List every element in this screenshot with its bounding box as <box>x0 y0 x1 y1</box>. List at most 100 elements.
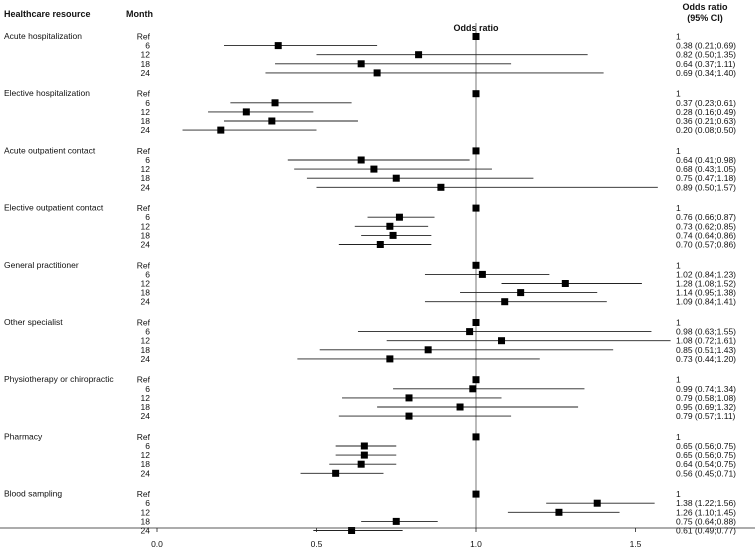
x-tick-label: 1.5 <box>630 539 642 549</box>
estimate-marker <box>392 174 400 182</box>
header-ci-line2: (95% CI) <box>687 13 723 23</box>
x-axis: 0.0 0.5 1.0 1.5 <box>0 527 755 549</box>
ci-label: 0.95 (0.69;1.32) <box>676 402 736 412</box>
ci-label: 0.75 (0.47;1.18) <box>676 173 736 183</box>
ci-label: 0.64 (0.54;0.75) <box>676 459 736 469</box>
x-tick-label: 0.0 <box>151 539 163 549</box>
estimate-marker <box>376 241 384 248</box>
month-label: Ref <box>137 203 151 213</box>
month-label: 18 <box>141 116 151 126</box>
estimate-marker <box>360 442 368 450</box>
ci-label: 0.36 (0.21;0.63) <box>676 116 736 126</box>
estimate-marker <box>373 69 381 77</box>
estimate-marker <box>472 433 480 441</box>
ci-label: 1 <box>676 260 681 270</box>
estimate-marker <box>389 231 397 239</box>
estimate-marker <box>274 42 282 50</box>
ci-label: 0.99 (0.74;1.34) <box>676 384 736 394</box>
month-label: 12 <box>141 221 151 231</box>
estimate-marker <box>478 270 486 278</box>
estimate-marker <box>392 517 400 525</box>
month-label: 6 <box>145 384 150 394</box>
estimate-marker <box>386 222 394 230</box>
estimate-marker <box>395 213 403 221</box>
estimate-marker <box>357 156 365 164</box>
estimate-marker <box>498 337 506 345</box>
month-label: 6 <box>145 41 150 51</box>
header-month: Month <box>126 9 153 19</box>
ci-label: 0.56 (0.45;0.71) <box>676 468 736 478</box>
ci-label: 0.75 (0.64;0.88) <box>676 516 736 526</box>
group-label: Pharmacy <box>4 431 43 441</box>
ci-label: 0.74 (0.64;0.86) <box>676 230 736 240</box>
ci-label: 0.37 (0.23;0.61) <box>676 98 736 108</box>
header-resource: Healthcare resource <box>4 9 91 19</box>
month-label: Ref <box>137 489 151 499</box>
ci-label: 1.14 (0.95;1.38) <box>676 288 736 298</box>
ci-label: 0.28 (0.16;0.49) <box>676 107 736 117</box>
group-label: General practitioner <box>4 260 79 270</box>
estimate-marker <box>370 165 378 173</box>
month-label: 24 <box>141 526 151 536</box>
ci-label: 0.73 (0.44;1.20) <box>676 354 736 364</box>
month-label: 12 <box>141 336 151 346</box>
month-label: 6 <box>145 212 150 222</box>
estimate-marker <box>268 117 276 125</box>
group-label: Other specialist <box>4 317 63 327</box>
ci-label: 1 <box>676 146 681 156</box>
ci-label: 1.02 (0.84;1.23) <box>676 269 736 279</box>
estimate-marker <box>466 328 474 336</box>
month-label: 18 <box>141 59 151 69</box>
group-label: Elective outpatient contact <box>4 203 104 213</box>
month-label: 12 <box>141 450 151 460</box>
month-label: 24 <box>141 125 151 135</box>
month-label: Ref <box>137 375 151 385</box>
month-label: 18 <box>141 516 151 526</box>
month-label: 12 <box>141 279 151 289</box>
month-label: Ref <box>137 32 151 42</box>
estimate-marker <box>332 469 340 477</box>
month-label: Ref <box>137 146 151 156</box>
estimate-marker <box>405 412 413 420</box>
estimate-marker <box>456 403 464 411</box>
ci-label: 1 <box>676 489 681 499</box>
month-label: Ref <box>137 89 151 99</box>
ci-label: 1 <box>676 203 681 213</box>
rows-layer: Acute hospitalization Ref 1 6 0.38 (0.21;0.6… <box>4 31 736 536</box>
ci-label: 0.64 (0.41;0.98) <box>676 155 736 165</box>
month-label: Ref <box>137 318 151 328</box>
month-label: 24 <box>141 468 151 478</box>
month-label: 12 <box>141 164 151 174</box>
estimate-marker <box>271 99 279 107</box>
ci-label: 1 <box>676 318 681 328</box>
estimate-marker <box>348 527 356 534</box>
ci-label: 1 <box>676 375 681 385</box>
month-label: 12 <box>141 107 151 117</box>
x-tick-label: 1.0 <box>470 539 482 549</box>
x-tick-label: 0.5 <box>311 539 323 549</box>
estimate-marker <box>501 298 509 306</box>
ci-label: 1.09 (0.84;1.41) <box>676 297 736 307</box>
estimate-marker <box>357 60 365 68</box>
month-label: 6 <box>145 269 150 279</box>
month-label: 24 <box>141 240 151 250</box>
ci-label: 0.69 (0.34;1.40) <box>676 68 736 78</box>
ci-label: 0.20 (0.08;0.50) <box>676 125 736 135</box>
group-label: Blood sampling <box>4 489 62 499</box>
estimate-marker <box>472 90 480 98</box>
ci-label: 0.82 (0.50;1.35) <box>676 50 736 60</box>
ci-label: 0.70 (0.57;0.86) <box>676 240 736 250</box>
month-label: 6 <box>145 327 150 337</box>
ci-label: 0.73 (0.62;0.85) <box>676 221 736 231</box>
estimate-marker <box>517 289 525 297</box>
month-label: 24 <box>141 411 151 421</box>
month-label: 18 <box>141 459 151 469</box>
estimate-marker <box>437 183 445 191</box>
estimate-marker <box>561 280 569 287</box>
month-label: 12 <box>141 507 151 517</box>
estimate-marker <box>386 355 394 363</box>
group-label: Elective hospitalization <box>4 88 90 98</box>
ci-label: 0.89 (0.50;1.57) <box>676 182 736 192</box>
group-label: Physiotherapy or chiropractic <box>4 374 114 384</box>
estimate-marker <box>472 490 480 498</box>
